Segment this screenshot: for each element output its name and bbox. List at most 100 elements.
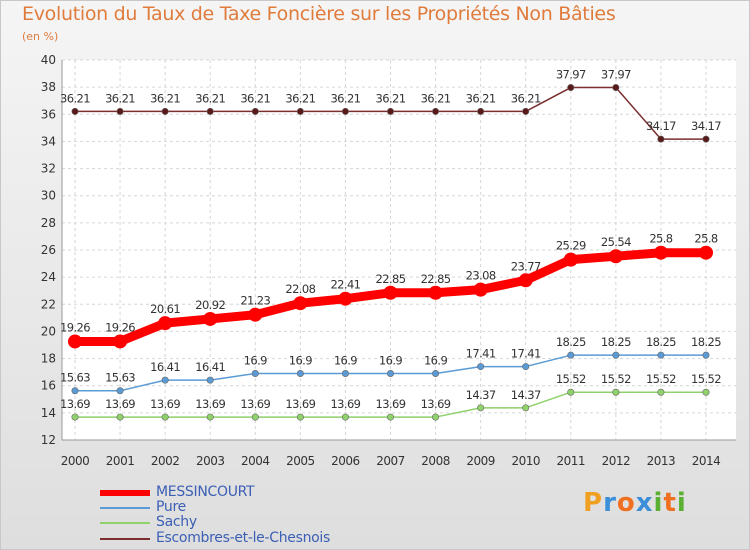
chart-unit: (en %)	[22, 30, 59, 43]
data-point	[432, 369, 440, 377]
legend-label-pure: Pure	[156, 499, 186, 515]
data-point	[567, 84, 575, 92]
y-tick-label: 18	[41, 352, 56, 366]
logo-letter: o	[616, 488, 636, 518]
data-point	[567, 388, 575, 396]
data-point	[116, 387, 124, 395]
data-label: 36.21	[421, 91, 451, 105]
data-label: 13.69	[240, 397, 270, 411]
data-label: 37.97	[556, 68, 586, 82]
data-label: 13.69	[421, 397, 451, 411]
logo-letter: r	[603, 488, 617, 518]
data-label: 15.52	[646, 372, 676, 386]
logo-letter: t	[663, 488, 677, 518]
data-label: 23.77	[511, 259, 541, 273]
data-point	[206, 376, 214, 384]
data-point	[116, 413, 124, 421]
x-tick-label: 2008	[421, 454, 450, 468]
legend-swatch-sachy	[100, 522, 150, 524]
x-tick-label: 2006	[331, 454, 360, 468]
x-tick-label: 2000	[61, 454, 90, 468]
legend-label-messincourt: MESSINCOURT	[156, 484, 255, 500]
data-point	[161, 376, 169, 384]
data-point	[386, 413, 394, 421]
data-label: 18.25	[556, 335, 586, 349]
data-label: 36.21	[240, 91, 270, 105]
data-label: 36.21	[195, 91, 225, 105]
legend-item-pure: Pure	[100, 499, 400, 515]
data-point	[293, 296, 308, 311]
data-point	[432, 107, 440, 115]
data-point	[477, 107, 485, 115]
data-label: 22.08	[285, 282, 315, 296]
data-point	[477, 404, 485, 412]
data-point	[116, 107, 124, 115]
data-point	[612, 84, 620, 92]
data-label: 13.69	[285, 397, 315, 411]
data-point	[477, 363, 485, 371]
data-label: 22.85	[421, 272, 451, 286]
x-tick-label: 2010	[511, 454, 540, 468]
x-tick-label: 2003	[196, 454, 225, 468]
data-point	[113, 334, 128, 349]
x-tick-label: 2012	[602, 454, 631, 468]
y-tick-label: 38	[41, 80, 56, 94]
data-label: 21.23	[240, 294, 270, 308]
data-point	[563, 252, 578, 267]
data-label: 36.21	[105, 91, 135, 105]
y-tick-label: 24	[41, 270, 56, 284]
data-label: 19.26	[105, 320, 135, 334]
data-label: 15.63	[60, 371, 90, 385]
data-point	[522, 363, 530, 371]
data-label: 16.9	[424, 354, 447, 368]
data-point	[702, 388, 710, 396]
legend-swatch-messincourt	[100, 490, 150, 496]
data-label: 20.61	[150, 302, 180, 316]
x-tick-label: 2013	[647, 454, 676, 468]
data-label: 17.41	[511, 347, 541, 361]
logo-letter: i	[676, 488, 687, 518]
data-label: 36.21	[60, 91, 90, 105]
data-point	[518, 273, 533, 288]
x-tick-label: 2014	[692, 454, 721, 468]
data-label: 19.26	[60, 320, 90, 334]
data-point	[567, 351, 575, 359]
data-label: 20.92	[195, 298, 225, 312]
data-point	[206, 413, 214, 421]
data-label: 36.21	[466, 91, 496, 105]
data-label: 18.25	[601, 335, 631, 349]
data-label: 22.85	[376, 272, 406, 286]
data-point	[432, 413, 440, 421]
data-point	[657, 388, 665, 396]
data-label: 25.8	[694, 232, 717, 246]
data-label: 36.21	[330, 91, 360, 105]
data-point	[161, 413, 169, 421]
x-tick-label: 2002	[151, 454, 180, 468]
data-point	[657, 135, 665, 143]
data-point	[68, 334, 82, 349]
x-tick-label: 2009	[466, 454, 495, 468]
y-tick-label: 34	[41, 134, 56, 148]
x-tick-label: 2001	[106, 454, 135, 468]
data-label: 14.37	[511, 388, 541, 402]
data-label: 17.41	[466, 347, 496, 361]
data-point	[428, 285, 443, 300]
data-label: 16.9	[379, 354, 402, 368]
y-tick-label: 28	[41, 216, 56, 230]
data-label: 36.21	[376, 91, 406, 105]
data-label: 16.9	[289, 354, 312, 368]
y-tick-label: 16	[41, 379, 56, 393]
legend-label-sachy: Sachy	[156, 514, 197, 530]
y-tick-label: 26	[41, 243, 56, 257]
data-point	[386, 107, 394, 115]
data-label: 37.97	[601, 68, 631, 82]
data-point	[71, 413, 79, 421]
data-point	[71, 387, 79, 395]
data-point	[296, 413, 304, 421]
data-label: 15.52	[691, 372, 721, 386]
data-label: 16.41	[195, 360, 225, 374]
data-point	[296, 107, 304, 115]
data-point	[338, 291, 353, 306]
data-point	[248, 307, 263, 322]
legend-swatch-escombres	[100, 538, 150, 540]
